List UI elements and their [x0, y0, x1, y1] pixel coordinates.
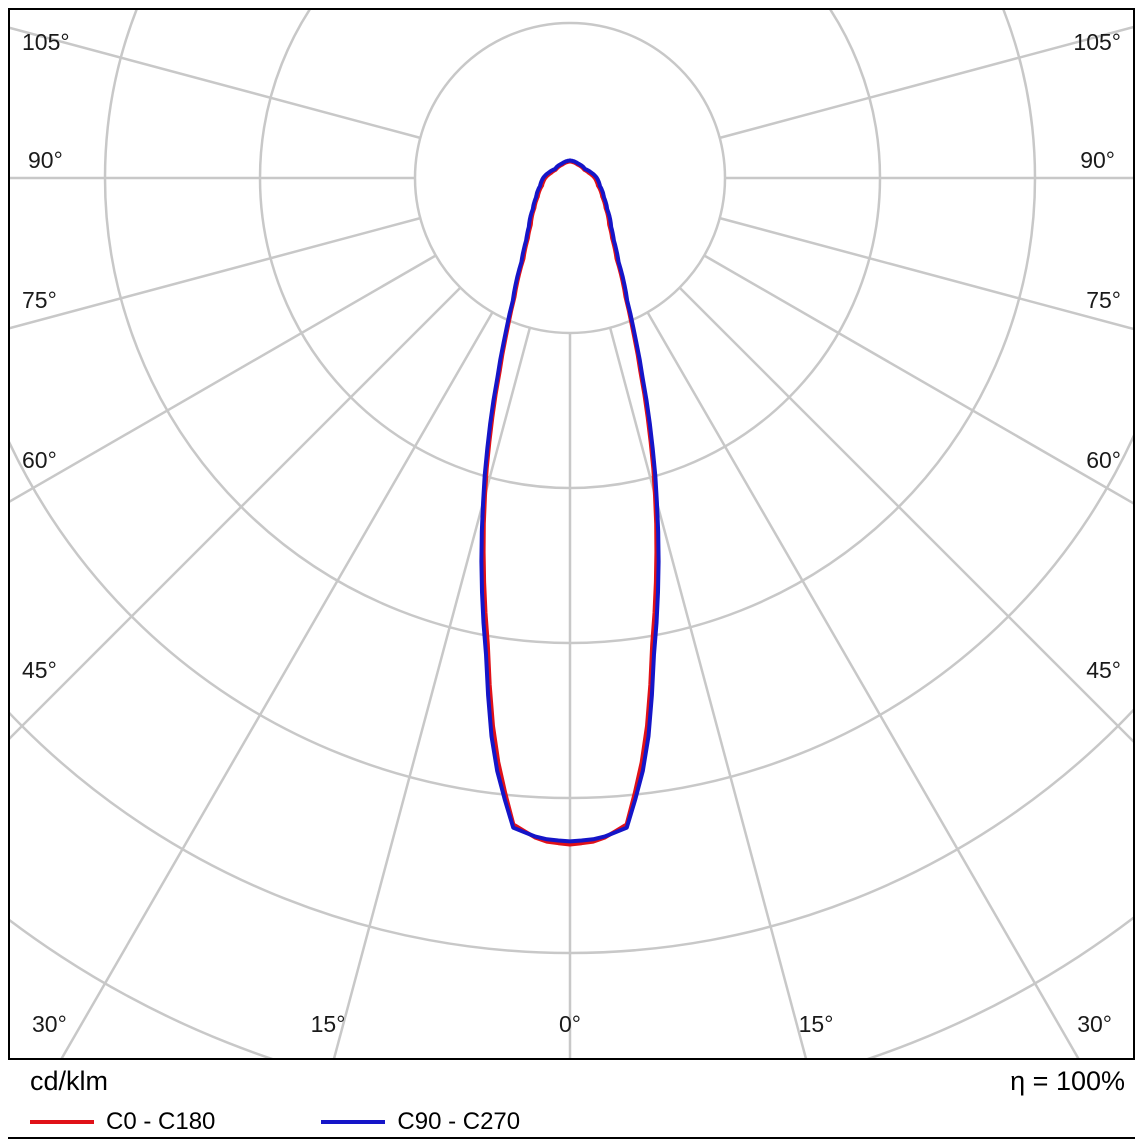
efficiency-label: η = 100% [1010, 1066, 1125, 1096]
polar-chart-svg: 105° 90° 75° 60° 45° 105° 90° 75° 60° 45° 30° 15° 0°… [10, 10, 1133, 1058]
angle-label: 15° [311, 1011, 346, 1037]
curve-c90-c270 [479, 158, 661, 844]
legend: C0 - C180 C90 - C270 [30, 1108, 520, 1136]
grid-radial-line [608, 327, 808, 1058]
angle-label: 45° [22, 657, 57, 683]
legend-swatch-c0-c180 [30, 1120, 94, 1124]
legend-item-c90-c270: C90 - C270 [321, 1108, 520, 1136]
angle-label: 15° [799, 1011, 834, 1037]
grid-ring [10, 10, 1133, 1058]
grid-radial-line [10, 286, 462, 740]
angle-label: 30° [32, 1011, 67, 1037]
footer: cd/klm η = 100% [30, 1066, 1125, 1097]
angle-label: 105° [1073, 29, 1121, 55]
angle-label: 90° [1080, 147, 1115, 173]
angle-label: 60° [22, 447, 57, 473]
legend-item-c0-c180: C0 - C180 [30, 1108, 215, 1136]
angle-label: 90° [28, 147, 63, 173]
angle-label: 0° [559, 1011, 581, 1037]
grid-radial-line [10, 216, 421, 330]
legend-label-c90-c270: C90 - C270 [397, 1108, 521, 1135]
angle-label: 105° [22, 29, 70, 55]
bottom-rule [8, 1137, 1135, 1139]
grid-radial-line [10, 254, 437, 503]
grid-ring [10, 708, 1133, 955]
grid-radial-line [10, 26, 421, 140]
angle-label: 60° [1086, 447, 1121, 473]
grid-radial-line [646, 311, 1080, 1058]
legend-label-c0-c180: C0 - C180 [106, 1108, 216, 1135]
unit-label: cd/klm [30, 1066, 109, 1096]
grid-radial-line [703, 254, 1133, 505]
grid-radial-line [678, 286, 1133, 743]
grid-ring [10, 916, 1133, 1058]
grid-radial-line [332, 327, 532, 1058]
polar-plot-area: 105° 90° 75° 60° 45° 105° 90° 75° 60° 45° 30° 15° 0°… [8, 8, 1135, 1060]
grid-radial-line [60, 311, 494, 1058]
grid-radial-line [719, 216, 1133, 331]
angle-label: 45° [1086, 657, 1121, 683]
grid-ring [10, 10, 1133, 1058]
legend-swatch-c90-c270 [321, 1120, 386, 1124]
angle-label: 75° [1086, 287, 1121, 313]
grid-ring [413, 21, 727, 335]
angle-label: 30° [1077, 1011, 1112, 1037]
grid-radial-line [719, 25, 1133, 140]
angle-label: 75° [22, 287, 57, 313]
